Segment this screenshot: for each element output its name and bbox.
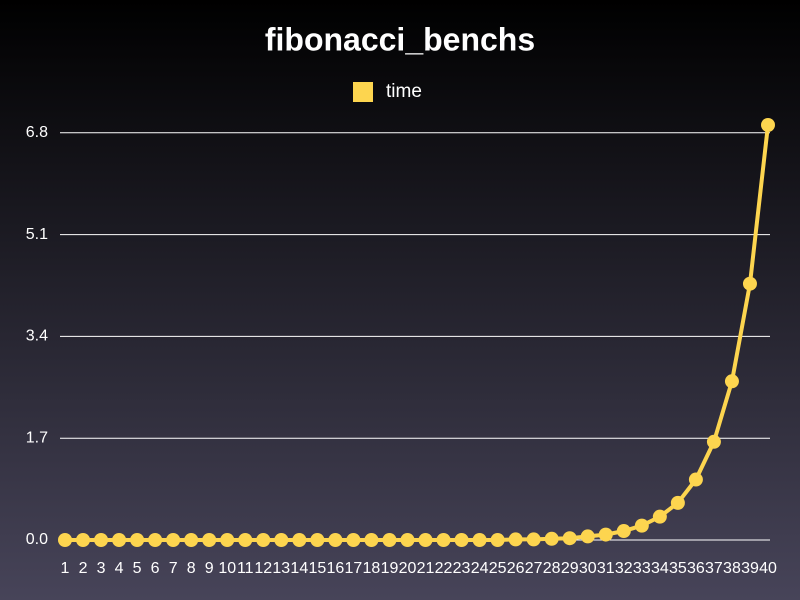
x-tick-label: 17 <box>345 560 363 577</box>
x-tick-label: 4 <box>115 560 124 577</box>
point <box>742 276 757 291</box>
point <box>706 434 721 449</box>
point <box>508 532 523 547</box>
point <box>454 533 469 547</box>
point <box>274 533 289 547</box>
x-tick-label: 8 <box>187 560 196 577</box>
point <box>112 533 127 547</box>
x-tick-label: 32 <box>615 560 633 577</box>
point <box>94 533 109 547</box>
x-tick-label: 11 <box>237 560 254 577</box>
x-tick-label: 34 <box>651 560 669 577</box>
point <box>148 533 163 547</box>
x-tick-label: 13 <box>272 560 290 577</box>
x-tick-label: 6 <box>151 560 160 577</box>
point <box>166 533 181 547</box>
x-tick-label: 37 <box>705 560 723 577</box>
point <box>616 524 631 539</box>
x-tick-label: 40 <box>759 560 777 577</box>
point <box>490 533 505 547</box>
point <box>310 533 325 547</box>
x-tick-label: 27 <box>525 560 543 577</box>
point <box>598 527 613 542</box>
x-tick-label: 31 <box>597 560 615 577</box>
x-tick-label: 21 <box>417 560 435 577</box>
y-tick-label: 0.0 <box>26 531 48 548</box>
x-tick-label: 24 <box>471 560 489 577</box>
y-tick-label: 6.8 <box>26 124 48 141</box>
point <box>76 533 91 547</box>
x-tick-label: 1 <box>61 560 70 577</box>
point <box>544 531 559 546</box>
point <box>346 533 361 547</box>
point <box>670 495 685 510</box>
point <box>472 533 487 547</box>
x-tick-label: 20 <box>399 560 417 577</box>
point <box>418 533 433 547</box>
y-tick-label: 5.1 <box>26 226 48 243</box>
x-tick-label: 25 <box>489 560 507 577</box>
y-tick-label: 3.4 <box>26 328 48 345</box>
x-tick-label: 22 <box>435 560 453 577</box>
legend-label: time <box>386 81 422 102</box>
chart-title: fibonacci_benchs <box>265 21 535 57</box>
point <box>256 533 271 547</box>
x-tick-label: 18 <box>363 560 381 577</box>
point <box>436 533 451 547</box>
x-tick-label: 33 <box>633 560 651 577</box>
point <box>364 533 379 547</box>
x-tick-label: 36 <box>687 560 705 577</box>
x-tick-label: 35 <box>669 560 687 577</box>
x-tick-label: 10 <box>218 560 236 577</box>
point <box>724 374 739 389</box>
point <box>382 533 397 547</box>
x-tick-label: 23 <box>453 560 471 577</box>
x-tick-label: 9 <box>205 560 214 577</box>
x-tick-label: 7 <box>169 560 178 577</box>
point <box>130 533 145 547</box>
point <box>400 533 415 547</box>
point <box>761 118 775 132</box>
x-tick-label: 39 <box>741 560 759 577</box>
point <box>220 533 235 547</box>
x-tick-label: 2 <box>79 560 88 577</box>
x-tick-label: 28 <box>543 560 561 577</box>
x-tick-label: 29 <box>561 560 579 577</box>
point <box>292 533 307 547</box>
point <box>328 533 343 547</box>
point <box>202 533 217 547</box>
x-tick-label: 3 <box>97 560 106 577</box>
line <box>65 124 770 542</box>
point <box>580 529 595 544</box>
point <box>562 531 577 546</box>
point <box>526 532 541 547</box>
point <box>184 533 199 547</box>
point <box>652 509 667 524</box>
x-tick-label: 38 <box>723 560 741 577</box>
x-tick-label: 5 <box>133 560 142 577</box>
x-tick-label: 15 <box>308 560 326 577</box>
x-tick-label: 14 <box>290 560 308 577</box>
point <box>688 472 703 487</box>
point <box>58 533 72 547</box>
point <box>634 518 649 533</box>
y-tick-label: 1.7 <box>26 429 48 446</box>
x-tick-label: 12 <box>254 560 272 577</box>
point <box>238 533 253 547</box>
legend-swatch <box>353 82 373 102</box>
x-tick-label: 16 <box>326 560 344 577</box>
x-tick-label: 30 <box>579 560 597 577</box>
x-tick-label: 19 <box>381 560 399 577</box>
x-tick-label: 26 <box>507 560 525 577</box>
